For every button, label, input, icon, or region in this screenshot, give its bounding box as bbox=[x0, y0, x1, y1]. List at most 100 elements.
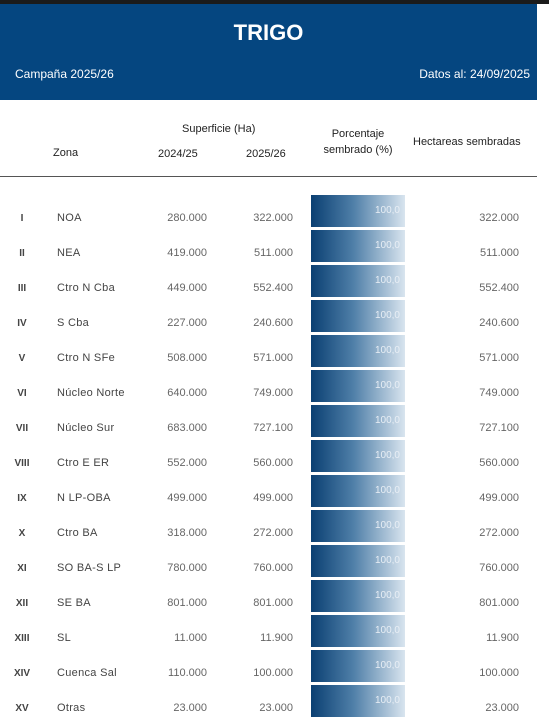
col-header: 2025/26 bbox=[246, 148, 286, 160]
zona: Núcleo Norte bbox=[57, 387, 125, 399]
area-2025: 760.000 bbox=[253, 562, 293, 574]
area-2025: 511.000 bbox=[254, 247, 293, 259]
area-2024: 640.000 bbox=[167, 387, 207, 399]
zona: N LP-OBA bbox=[57, 492, 111, 504]
area-2025: 499.000 bbox=[253, 492, 293, 504]
bar bbox=[311, 195, 405, 227]
zona: NEA bbox=[57, 247, 81, 259]
col-header: Superficie (Ha) bbox=[182, 123, 256, 135]
row-number: VI bbox=[17, 388, 27, 399]
col-header: 2024/25 bbox=[158, 148, 198, 160]
percent: 100,0 bbox=[374, 590, 400, 601]
bar bbox=[311, 615, 405, 647]
area-2025: 11.900 bbox=[260, 632, 293, 644]
bar bbox=[311, 300, 405, 332]
row-number: VIII bbox=[14, 458, 30, 469]
hectares: 511.000 bbox=[480, 247, 519, 259]
area-2024: 23.000 bbox=[173, 702, 207, 714]
percent: 100,0 bbox=[374, 380, 400, 391]
row-number: XII bbox=[15, 598, 29, 609]
hectares: 23.000 bbox=[485, 702, 519, 714]
area-2024: 11.000 bbox=[174, 632, 207, 644]
hectares: 272.000 bbox=[479, 527, 519, 539]
percent: 100,0 bbox=[374, 240, 400, 251]
hectares: 499.000 bbox=[479, 492, 519, 504]
hectares: 571.000 bbox=[479, 352, 519, 364]
zona: Ctro BA bbox=[57, 527, 98, 539]
row-number: II bbox=[19, 248, 25, 259]
zona: NOA bbox=[57, 212, 82, 224]
row-number: X bbox=[18, 528, 26, 539]
bar bbox=[311, 510, 405, 542]
bar bbox=[311, 405, 405, 437]
percent: 100,0 bbox=[374, 450, 400, 461]
area-2025: 23.000 bbox=[259, 702, 293, 714]
hectares: 11.900 bbox=[486, 632, 519, 644]
area-2024: 419.000 bbox=[167, 247, 207, 259]
area-2024: 449.000 bbox=[167, 282, 207, 294]
hectares: 760.000 bbox=[479, 562, 519, 574]
zona: SL bbox=[57, 632, 72, 644]
zona: SE BA bbox=[57, 597, 91, 609]
percent: 100,0 bbox=[374, 345, 400, 356]
top-border bbox=[0, 0, 549, 4]
bar bbox=[311, 475, 405, 507]
area-2024: 780.000 bbox=[167, 562, 207, 574]
row-number: III bbox=[17, 283, 27, 294]
row-number: IV bbox=[17, 318, 27, 329]
hectares: 727.100 bbox=[479, 422, 519, 434]
percent: 100,0 bbox=[374, 485, 400, 496]
area-2025: 100.000 bbox=[253, 667, 293, 679]
row-number: VII bbox=[15, 423, 29, 434]
bar bbox=[311, 580, 405, 612]
bar bbox=[311, 265, 405, 297]
bar bbox=[311, 370, 405, 402]
zona: Núcleo Sur bbox=[57, 422, 115, 434]
zona: Ctro N Cba bbox=[57, 282, 116, 294]
bar bbox=[311, 230, 405, 262]
hectares: 801.000 bbox=[479, 597, 519, 609]
hectares: 322.000 bbox=[479, 212, 519, 224]
percent: 100,0 bbox=[374, 275, 400, 286]
row-number: I bbox=[20, 213, 24, 224]
zona: SO BA-S LP bbox=[57, 562, 122, 574]
zona: Otras bbox=[57, 702, 86, 714]
zona: Cuenca Sal bbox=[57, 667, 117, 679]
bar bbox=[311, 545, 405, 577]
area-2024: 280.000 bbox=[167, 212, 207, 224]
title: TRIGO bbox=[233, 20, 304, 45]
area-2024: 801.000 bbox=[167, 597, 207, 609]
hectares: 749.000 bbox=[479, 387, 519, 399]
zona: Ctro N SFe bbox=[57, 352, 116, 364]
area-2025: 322.000 bbox=[253, 212, 293, 224]
bar bbox=[311, 335, 405, 367]
area-2025: 552.400 bbox=[253, 282, 293, 294]
area-2024: 508.000 bbox=[167, 352, 207, 364]
row-number: XV bbox=[15, 703, 29, 714]
area-2025: 560.000 bbox=[253, 457, 293, 469]
col-header: Porcentaje sembrado (%) bbox=[323, 128, 393, 156]
hectares: 552.400 bbox=[479, 282, 519, 294]
percent: 100,0 bbox=[374, 695, 400, 706]
percent: 100,0 bbox=[374, 555, 400, 566]
area-2025: 727.100 bbox=[253, 422, 293, 434]
area-2024: 110.000 bbox=[168, 667, 207, 679]
area-2025: 571.000 bbox=[253, 352, 293, 364]
campaign: Campaña 2025/26 bbox=[15, 67, 114, 81]
zona: Ctro E ER bbox=[57, 457, 110, 469]
area-2024: 227.000 bbox=[167, 317, 207, 329]
bar bbox=[311, 440, 405, 472]
hectares: 240.600 bbox=[479, 317, 519, 329]
area-2024: 499.000 bbox=[167, 492, 207, 504]
percent: 100,0 bbox=[374, 205, 400, 216]
header-rule bbox=[0, 176, 537, 177]
area-2025: 801.000 bbox=[253, 597, 293, 609]
percent: 100,0 bbox=[374, 660, 400, 671]
area-2024: 552.000 bbox=[167, 457, 207, 469]
area-2024: 318.000 bbox=[167, 527, 207, 539]
row-number: V bbox=[18, 353, 26, 364]
date: Datos al: 24/09/2025 bbox=[419, 67, 530, 81]
hectares: 100.000 bbox=[479, 667, 519, 679]
area-2024: 683.000 bbox=[167, 422, 207, 434]
